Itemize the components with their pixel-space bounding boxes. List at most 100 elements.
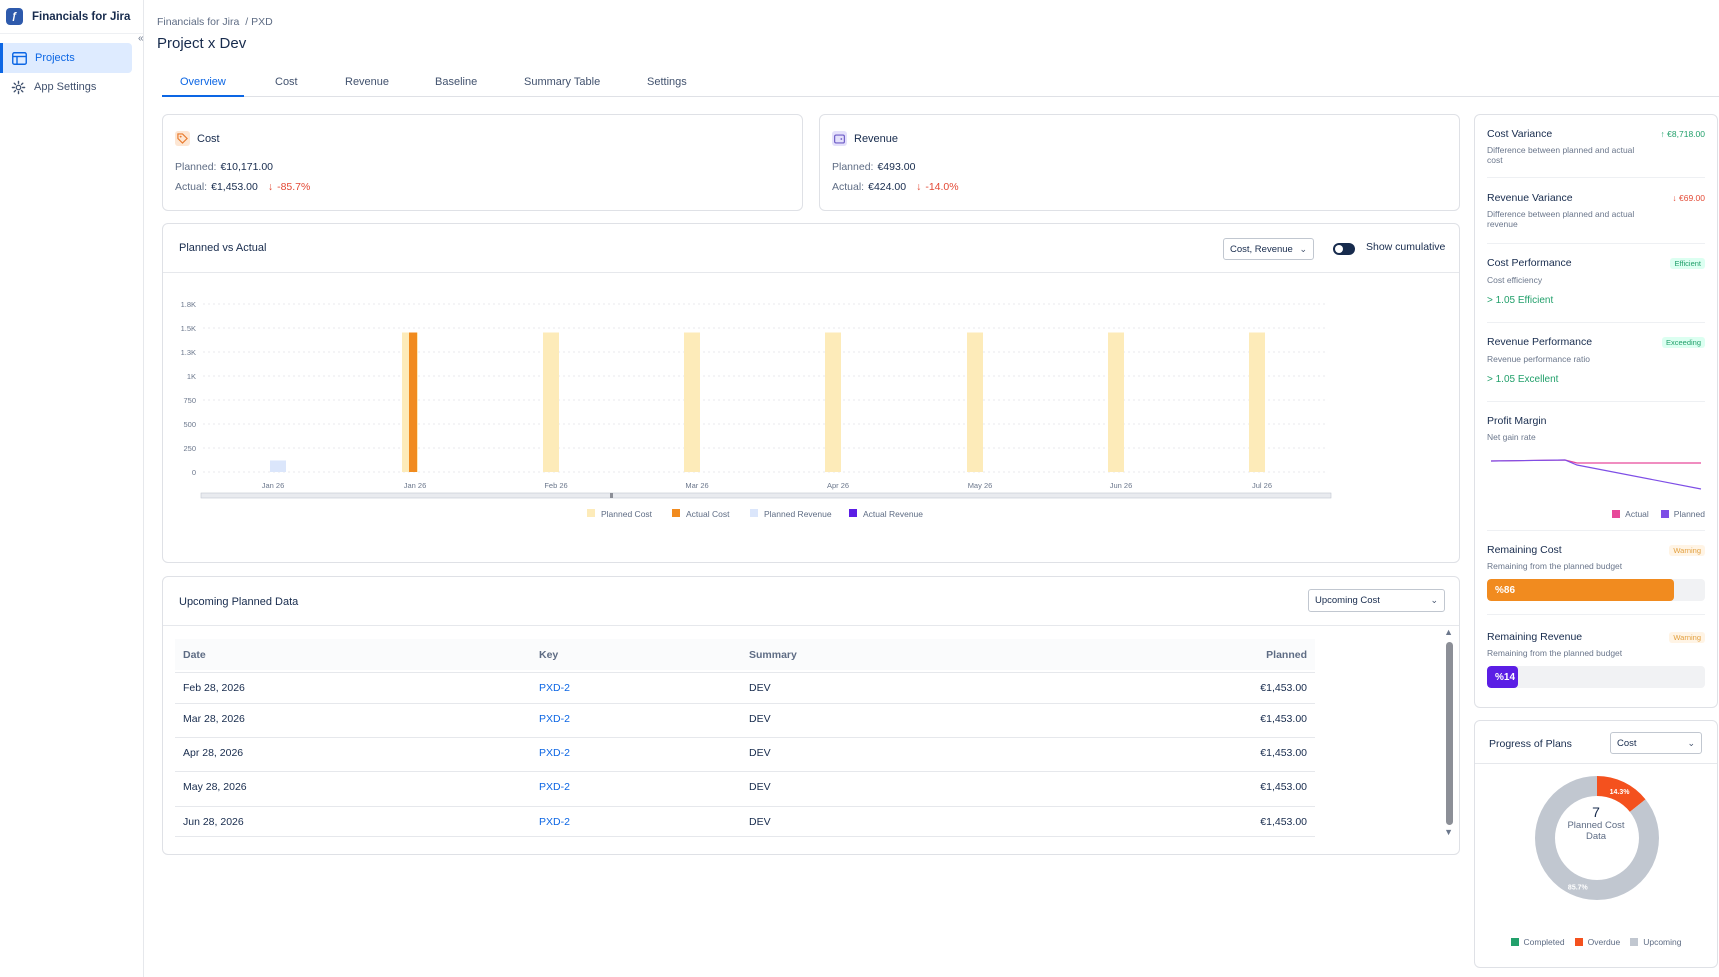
cost-actual-line: Actual: €1,453.00 ↓ -85.7% <box>175 181 310 193</box>
chart-series-select[interactable]: Cost, Revenue ⌄ <box>1223 238 1314 260</box>
legend-label: Planned Cost <box>601 509 653 519</box>
revenue-variance-metric: Revenue Variance ↓ €69.00 Difference bet… <box>1487 192 1705 244</box>
progress-type-select-value: Cost <box>1617 737 1637 749</box>
legend-label: Actual Cost <box>686 509 730 519</box>
revenue-change: -14.0% <box>925 181 959 193</box>
y-tick-label: 1K <box>187 372 196 381</box>
donut-slice-overdue[interactable] <box>1597 776 1646 812</box>
sidebar-item-projects[interactable]: Projects <box>0 43 132 73</box>
cell-key-link[interactable]: PXD-2 <box>539 781 570 793</box>
breadcrumb: Financials for Jira / PXD <box>157 16 273 28</box>
revenue-actual-label: Actual: <box>832 181 865 193</box>
progress-type-select[interactable]: Cost ⌄ <box>1610 732 1702 754</box>
revenue-performance-metric: Revenue Performance Exceeding Revenue pe… <box>1487 336 1705 402</box>
scroll-up-icon[interactable]: ▲ <box>1444 627 1453 637</box>
planned-vs-actual-card: Planned vs Actual Cost, Revenue ⌄ Show c… <box>162 223 1460 563</box>
revenue-planned-label: Planned: <box>832 161 874 173</box>
cost-actual-label: Actual: <box>175 181 208 193</box>
table-row: Feb 28, 2026 PXD-2 DEV €1,453.00 <box>175 672 1315 703</box>
legend-swatch <box>750 509 758 517</box>
cost-planned-line: Planned: €10,171.00 <box>175 161 273 173</box>
y-tick-label: 1.3K <box>181 348 196 357</box>
y-tick-label: 500 <box>183 420 196 429</box>
app-logo: ƒ <box>6 8 23 25</box>
legend-swatch <box>587 509 595 517</box>
sidebar-item-app-settings[interactable]: App Settings <box>0 72 132 102</box>
upcoming-type-select[interactable]: Upcoming Cost ⌄ <box>1308 589 1445 612</box>
cell-key-link[interactable]: PXD-2 <box>539 713 570 725</box>
cumulative-toggle[interactable] <box>1333 243 1355 255</box>
planned-vs-actual-chart: 1.8K 1.5K 1.3K 1K 750 500 250 0 Jan 26 Jan 26 Feb … <box>181 300 1332 519</box>
page-title: Project x Dev <box>157 35 247 52</box>
legend-planned: Planned <box>1660 509 1705 519</box>
tab-cost[interactable]: Cost <box>275 76 298 88</box>
cell-summary: DEV <box>749 781 771 793</box>
cost-change: -85.7% <box>277 181 311 193</box>
cell-date: Jun 28, 2026 <box>183 815 244 828</box>
y-tick-label: 0 <box>192 468 196 477</box>
x-tick-label: Jan 26 <box>262 481 285 490</box>
chart-divider <box>163 272 1459 273</box>
donut-slice-upcoming[interactable] <box>1535 776 1659 900</box>
bar-planned-cost <box>684 332 700 472</box>
wallet-icon <box>832 131 847 146</box>
y-tick-label: 750 <box>183 396 196 405</box>
remaining-revenue-label: %14 <box>1495 671 1516 683</box>
profit-margin-title: Profit Margin <box>1487 415 1547 427</box>
sidebar-item-label: Projects <box>35 52 75 64</box>
remaining-cost-bar: %86 <box>1487 579 1705 601</box>
remaining-cost-label: %86 <box>1495 584 1516 596</box>
column-summary[interactable]: Summary <box>749 648 797 661</box>
brand: ƒ Financials for Jira <box>0 0 143 34</box>
tab-summary-table[interactable]: Summary Table <box>524 76 601 88</box>
cell-date: Feb 28, 2026 <box>183 682 245 694</box>
breadcrumb-current: / PXD <box>245 16 273 28</box>
tab-settings[interactable]: Settings <box>647 76 687 88</box>
revenue-performance-sub: Revenue performance ratio <box>1487 354 1591 364</box>
upcoming-type-select-value: Upcoming Cost <box>1315 595 1380 606</box>
chart-series-select-value: Cost, Revenue <box>1230 243 1293 255</box>
remaining-revenue-sub: Remaining from the planned budget <box>1487 648 1623 658</box>
progress-title: Progress of Plans <box>1489 738 1572 750</box>
collapse-sidebar-icon[interactable]: « <box>138 33 144 44</box>
tab-bar: Overview Cost Revenue Baseline Summary T… <box>162 71 1719 97</box>
cell-planned: €1,453.00 <box>1260 781 1307 793</box>
cost-actual-value: €1,453.00 <box>211 181 258 193</box>
revenue-actual-line: Actual: €424.00 ↓ -14.0% <box>832 181 959 193</box>
column-date[interactable]: Date <box>183 648 206 661</box>
cell-planned: €1,453.00 <box>1260 682 1307 694</box>
revenue-variance-sub: Difference between planned and actual re… <box>1487 209 1635 229</box>
legend-label: Planned <box>1673 509 1705 519</box>
legend-overdue[interactable]: Overdue <box>1574 937 1620 947</box>
cell-key-link[interactable]: PXD-2 <box>539 747 570 759</box>
range-handle <box>610 493 613 498</box>
app-title: Financials for Jira <box>32 10 131 23</box>
legend-completed[interactable]: Completed <box>1510 937 1565 947</box>
tab-revenue[interactable]: Revenue <box>345 76 390 88</box>
scroll-down-icon[interactable]: ▼ <box>1444 827 1453 837</box>
table-icon <box>11 50 27 66</box>
legend-upcoming[interactable]: Upcoming <box>1630 937 1682 947</box>
legend-label: Completed <box>1523 937 1565 947</box>
tab-overview[interactable]: Overview <box>162 76 244 97</box>
bar-planned-cost <box>1108 332 1124 472</box>
metrics-panel: Cost Variance ↑ €8,718.00 Difference bet… <box>1474 114 1718 708</box>
cost-variance-value: €8,718.00 <box>1667 129 1705 139</box>
legend-label: Upcoming <box>1643 937 1682 947</box>
status-badge: Exceeding <box>1661 337 1705 348</box>
column-planned[interactable]: Planned <box>1266 648 1307 661</box>
tab-baseline[interactable]: Baseline <box>435 76 478 88</box>
remaining-revenue-fill: %14 <box>1487 666 1518 688</box>
x-tick-label: Apr 26 <box>827 481 849 490</box>
cell-key-link[interactable]: PXD-2 <box>539 682 570 694</box>
cell-planned: €1,453.00 <box>1260 815 1307 828</box>
y-tick-label: 1.5K <box>181 324 196 333</box>
gear-icon <box>10 79 26 95</box>
arrow-down-icon: ↓ <box>916 181 922 193</box>
cost-performance-title: Cost Performance <box>1487 257 1572 269</box>
breadcrumb-root[interactable]: Financials for Jira <box>157 16 240 28</box>
revenue-card-title: Revenue <box>854 132 899 145</box>
cell-key-link[interactable]: PXD-2 <box>539 815 570 828</box>
column-key[interactable]: Key <box>539 648 559 661</box>
table-scrollbar[interactable] <box>1446 642 1453 825</box>
